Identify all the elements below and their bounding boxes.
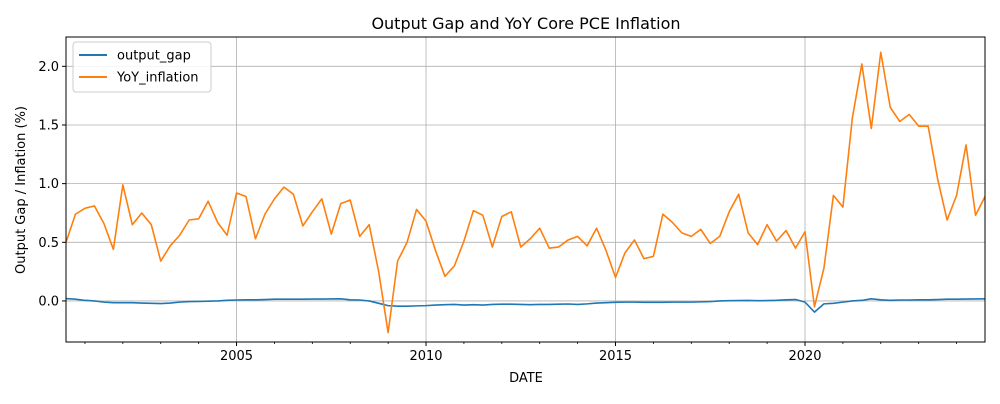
x-tick-label: 2015 — [599, 349, 632, 364]
x-tick-label: 2005 — [220, 349, 253, 364]
plot-frame — [65, 36, 986, 343]
x-axis: 2005 2010 2015 2020 — [84, 342, 957, 364]
x-axis-label: DATE — [509, 371, 543, 386]
y-tick-label: 0.5 — [38, 236, 59, 251]
series-line-yoy-inflation — [66, 51, 985, 334]
series-layer — [66, 51, 985, 334]
legend-label-output-gap: output_gap — [117, 49, 191, 64]
y-tick-label: 1.0 — [38, 177, 59, 192]
series-line-output-gap — [66, 297, 985, 313]
y-tick-label: 0.0 — [38, 294, 59, 309]
legend-box — [72, 41, 212, 93]
grid — [66, 37, 985, 342]
legend: output_gap YoY_inflation — [72, 41, 212, 93]
chart-title: Output Gap and YoY Core PCE Inflation — [371, 14, 680, 33]
x-tick-label: 2010 — [409, 349, 442, 364]
y-axis: 0.0 0.5 1.0 1.5 2.0 — [38, 60, 66, 309]
x-tick-label: 2020 — [788, 349, 821, 364]
legend-label-yoy-inflation: YoY_inflation — [116, 71, 199, 86]
y-axis-label: Output Gap / Inflation (%) — [14, 106, 29, 274]
y-tick-label: 1.5 — [38, 118, 59, 133]
y-tick-label: 2.0 — [38, 60, 59, 75]
